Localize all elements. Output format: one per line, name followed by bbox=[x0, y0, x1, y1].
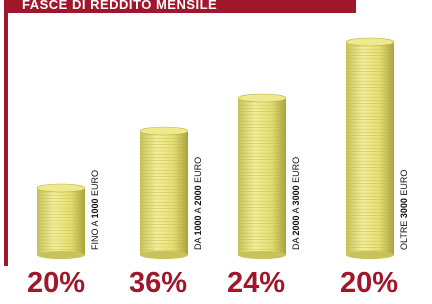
label-part: FINO A bbox=[90, 218, 100, 250]
coin-top bbox=[140, 127, 188, 135]
label-part: EURO bbox=[90, 170, 100, 199]
coin-top bbox=[37, 184, 85, 192]
coin-stack bbox=[346, 38, 394, 259]
label-part: 2000 bbox=[193, 185, 203, 205]
percent: 36% bbox=[129, 267, 187, 299]
coin-top bbox=[346, 38, 394, 46]
bracket-label: DA 2000 A 3000 EURO bbox=[291, 157, 301, 250]
coin-bottom bbox=[346, 251, 394, 259]
coin-bottom bbox=[37, 251, 85, 259]
label-part: EURO bbox=[193, 157, 203, 186]
coin-bottom bbox=[238, 251, 286, 259]
label-part: OLTRE bbox=[399, 218, 409, 250]
label-part: A bbox=[193, 205, 203, 215]
label-part: 1000 bbox=[193, 215, 203, 235]
coin-body bbox=[37, 188, 85, 255]
percent: 24% bbox=[227, 267, 285, 299]
frame-bar bbox=[4, 0, 8, 266]
label-part: 1000 bbox=[90, 198, 100, 218]
coin-stack bbox=[140, 127, 188, 259]
bracket-label: DA 1000 A 2000 EURO bbox=[193, 157, 203, 250]
coin-stack bbox=[37, 184, 85, 259]
infographic: FASCE DI REDDITO MENSILE FINO A 1000 EUR… bbox=[0, 0, 432, 304]
title: FASCE DI REDDITO MENSILE bbox=[22, 0, 217, 12]
label-part: EURO bbox=[399, 170, 409, 199]
coin-bottom bbox=[140, 251, 188, 259]
label-part: 3000 bbox=[399, 198, 409, 218]
label-part: DA bbox=[291, 235, 301, 250]
percent: 20% bbox=[340, 267, 398, 299]
label-part: 2000 bbox=[291, 215, 301, 235]
bracket-label: FINO A 1000 EURO bbox=[90, 170, 100, 250]
bracket-label: OLTRE 3000 EURO bbox=[399, 170, 409, 250]
coin-body bbox=[238, 98, 286, 255]
label-part: 3000 bbox=[291, 185, 301, 205]
label-part: EURO bbox=[291, 157, 301, 186]
coin-stack bbox=[238, 94, 286, 259]
coin-body bbox=[140, 131, 188, 255]
coin-top bbox=[238, 94, 286, 102]
label-part: A bbox=[291, 205, 301, 215]
percent: 20% bbox=[27, 267, 85, 299]
page: {"title": "FASCE DI REDDITO MENSILE", "i… bbox=[0, 0, 432, 304]
label-part: DA bbox=[193, 235, 203, 250]
